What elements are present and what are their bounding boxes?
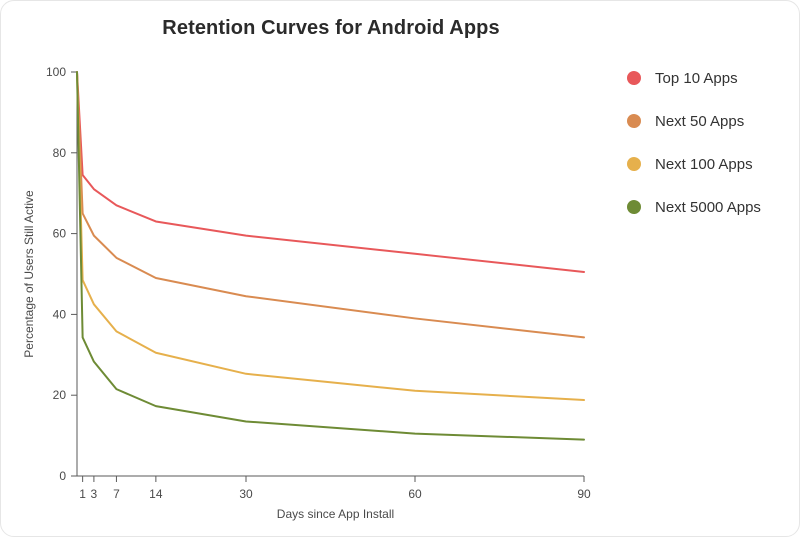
series-lines xyxy=(76,71,585,441)
y-tick-label: 100 xyxy=(46,65,66,79)
legend-item: Top 10 Apps xyxy=(627,67,761,89)
x-tick-label: 60 xyxy=(408,487,422,501)
y-tick-label: 60 xyxy=(53,227,67,241)
series-line-4 xyxy=(76,71,585,441)
legend-swatch xyxy=(627,200,641,214)
legend-label: Next 100 Apps xyxy=(655,155,753,173)
x-tick-label: 14 xyxy=(149,487,163,501)
legend: Top 10 Apps Next 50 Apps Next 100 Apps Next… xyxy=(627,67,761,239)
legend-item: Next 100 Apps xyxy=(627,153,761,175)
series-line-1 xyxy=(76,71,585,273)
y-tick-label: 40 xyxy=(53,307,67,321)
y-tick-label: 20 xyxy=(53,388,67,402)
y-tick-label: 80 xyxy=(53,146,67,160)
legend-swatch xyxy=(627,157,641,171)
legend-label: Next 5000 Apps xyxy=(655,198,761,216)
x-tick-label: 1 xyxy=(79,487,86,501)
legend-item: Next 5000 Apps xyxy=(627,196,761,218)
legend-swatch xyxy=(627,114,641,128)
y-tick-label: 0 xyxy=(59,469,66,483)
series-line-3 xyxy=(76,71,585,402)
x-tick-label: 90 xyxy=(577,487,591,501)
axes: 0 20 40 60 80 100 1 3 7 14 30 60 90 xyxy=(46,65,591,501)
chart-title: Retention Curves for Android Apps xyxy=(162,17,500,39)
x-tick-label: 7 xyxy=(113,487,120,501)
legend-label: Top 10 Apps xyxy=(655,69,738,87)
x-tick-label: 3 xyxy=(91,487,98,501)
legend-swatch xyxy=(627,71,641,85)
x-tick-label: 30 xyxy=(239,487,253,501)
legend-item: Next 50 Apps xyxy=(627,110,761,132)
x-axis-label: Days since App Install xyxy=(277,507,394,521)
legend-label: Next 50 Apps xyxy=(655,112,745,130)
y-axis-label: Percentage of Users Still Active xyxy=(22,190,36,358)
series-line-2 xyxy=(76,71,585,339)
